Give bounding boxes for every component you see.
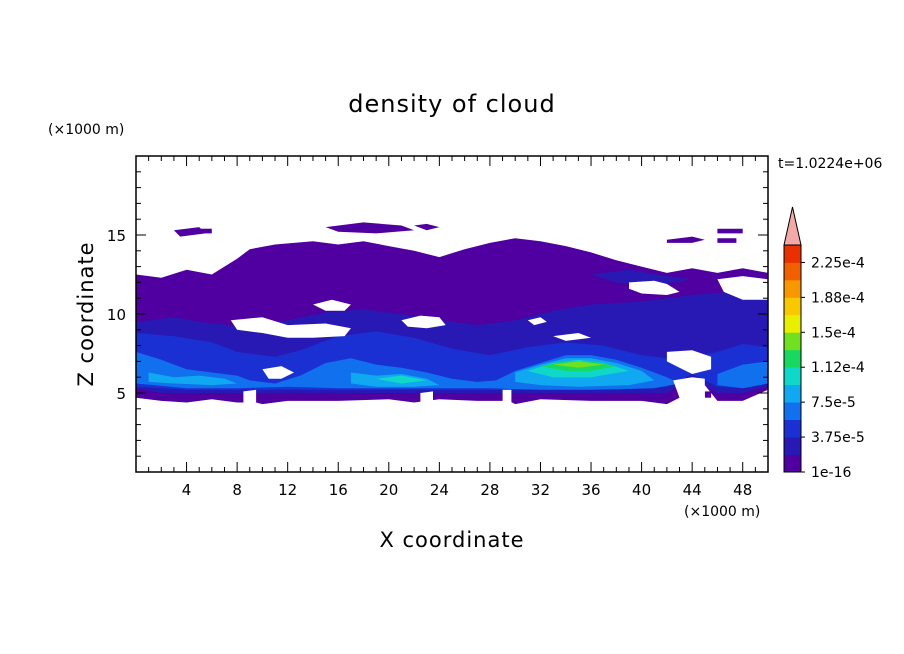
colorbar-label: 1.5e-4 bbox=[811, 325, 856, 341]
colorbar-swatch bbox=[784, 419, 801, 438]
clear-air-gap bbox=[527, 317, 547, 326]
clear-air-gap bbox=[313, 299, 351, 311]
clear-air-gap bbox=[243, 389, 257, 403]
colorbar-swatch bbox=[784, 314, 801, 333]
contour-fill bbox=[136, 222, 768, 405]
colorbar-frame bbox=[783, 244, 802, 473]
clear-air-gap bbox=[230, 317, 351, 338]
clear-air-gap bbox=[502, 389, 512, 405]
contour-region-level-4 bbox=[148, 372, 238, 386]
contour-region-level-0 bbox=[199, 228, 212, 234]
x-tick-label: 28 bbox=[480, 481, 499, 499]
colorbar-swatch bbox=[784, 402, 801, 421]
colorbar-swatch bbox=[784, 279, 801, 298]
colorbar-swatch bbox=[784, 367, 801, 386]
y-unit-label: (×1000 m) bbox=[48, 122, 124, 138]
clear-air-gap bbox=[553, 333, 591, 341]
colorbar-swatch bbox=[784, 332, 801, 351]
colorbar-swatch bbox=[784, 454, 801, 473]
clear-air-gap bbox=[420, 391, 433, 403]
x-unit-label: (×1000 m) bbox=[684, 504, 760, 520]
x-tick-label: 8 bbox=[232, 481, 242, 499]
x-tick-label: 4 bbox=[182, 481, 192, 499]
x-tick-label: 32 bbox=[531, 481, 550, 499]
x-axis-label: X coordinate bbox=[379, 528, 524, 552]
x-axis: 4 8 12 16 20 24 28 32 36 40 44 48 bbox=[148, 156, 756, 499]
contour-region-level-1 bbox=[591, 269, 693, 286]
y-axis-label: Z coordinate bbox=[74, 241, 98, 386]
colorbar-swatch bbox=[784, 297, 801, 316]
contour-region-level-0 bbox=[414, 223, 440, 231]
x-tick-label: 48 bbox=[733, 481, 752, 499]
x-tick-label: 36 bbox=[581, 481, 600, 499]
colorbar-swatch bbox=[784, 437, 801, 455]
colorbar-label: 2.25e-4 bbox=[811, 255, 865, 271]
clear-air-gap bbox=[717, 276, 768, 300]
colorbar-swatch bbox=[784, 262, 801, 281]
y-tick-label: 15 bbox=[107, 227, 126, 245]
colorbar-extend-arrow bbox=[783, 206, 802, 246]
clear-air-gap bbox=[629, 280, 680, 295]
y-tick-label: 5 bbox=[116, 385, 126, 403]
clear-air-gap bbox=[401, 315, 446, 329]
colorbar-label: 1.12e-4 bbox=[811, 360, 865, 376]
y-tick-label: 10 bbox=[107, 306, 126, 324]
x-tick-label: 12 bbox=[278, 481, 297, 499]
contour-region-level-0 bbox=[666, 236, 705, 243]
clear-air-gap bbox=[262, 366, 294, 379]
x-tick-label: 24 bbox=[430, 481, 449, 499]
y-axis: 5 10 15 bbox=[107, 171, 768, 457]
colorbar-label: 7.5e-5 bbox=[811, 395, 856, 411]
colorbar-label: 1e-16 bbox=[811, 465, 851, 481]
contour-region-level-0 bbox=[704, 391, 712, 398]
contour-region-level-0 bbox=[173, 227, 206, 237]
contour-region-level-3 bbox=[717, 361, 768, 389]
x-tick-label: 40 bbox=[632, 481, 651, 499]
contour-region-level-0 bbox=[717, 228, 743, 234]
contour-region-level-7 bbox=[553, 361, 604, 368]
contour-region-level-0 bbox=[325, 222, 415, 234]
time-label: t=1.0224e+06 bbox=[778, 156, 882, 172]
contour-region-level-5 bbox=[376, 375, 427, 384]
contour-region-level-0 bbox=[717, 238, 737, 243]
chart-title: density of cloud bbox=[348, 90, 555, 118]
clear-air-gap bbox=[673, 377, 705, 403]
colorbar: 1e-16 3.75e-5 7.5e-5 1.12e-4 1.5e-4 1.88e-4 2.… bbox=[783, 206, 865, 481]
clear-air-gap bbox=[666, 350, 712, 374]
colorbar-label: 3.75e-5 bbox=[811, 430, 865, 446]
x-tick-label: 20 bbox=[379, 481, 398, 499]
colorbar-swatch bbox=[784, 245, 801, 263]
x-tick-label: 44 bbox=[683, 481, 702, 499]
colorbar-swatch bbox=[784, 384, 801, 403]
colorbar-label: 1.88e-4 bbox=[811, 290, 865, 306]
colorbar-swatch bbox=[784, 349, 801, 368]
x-tick-label: 16 bbox=[329, 481, 348, 499]
